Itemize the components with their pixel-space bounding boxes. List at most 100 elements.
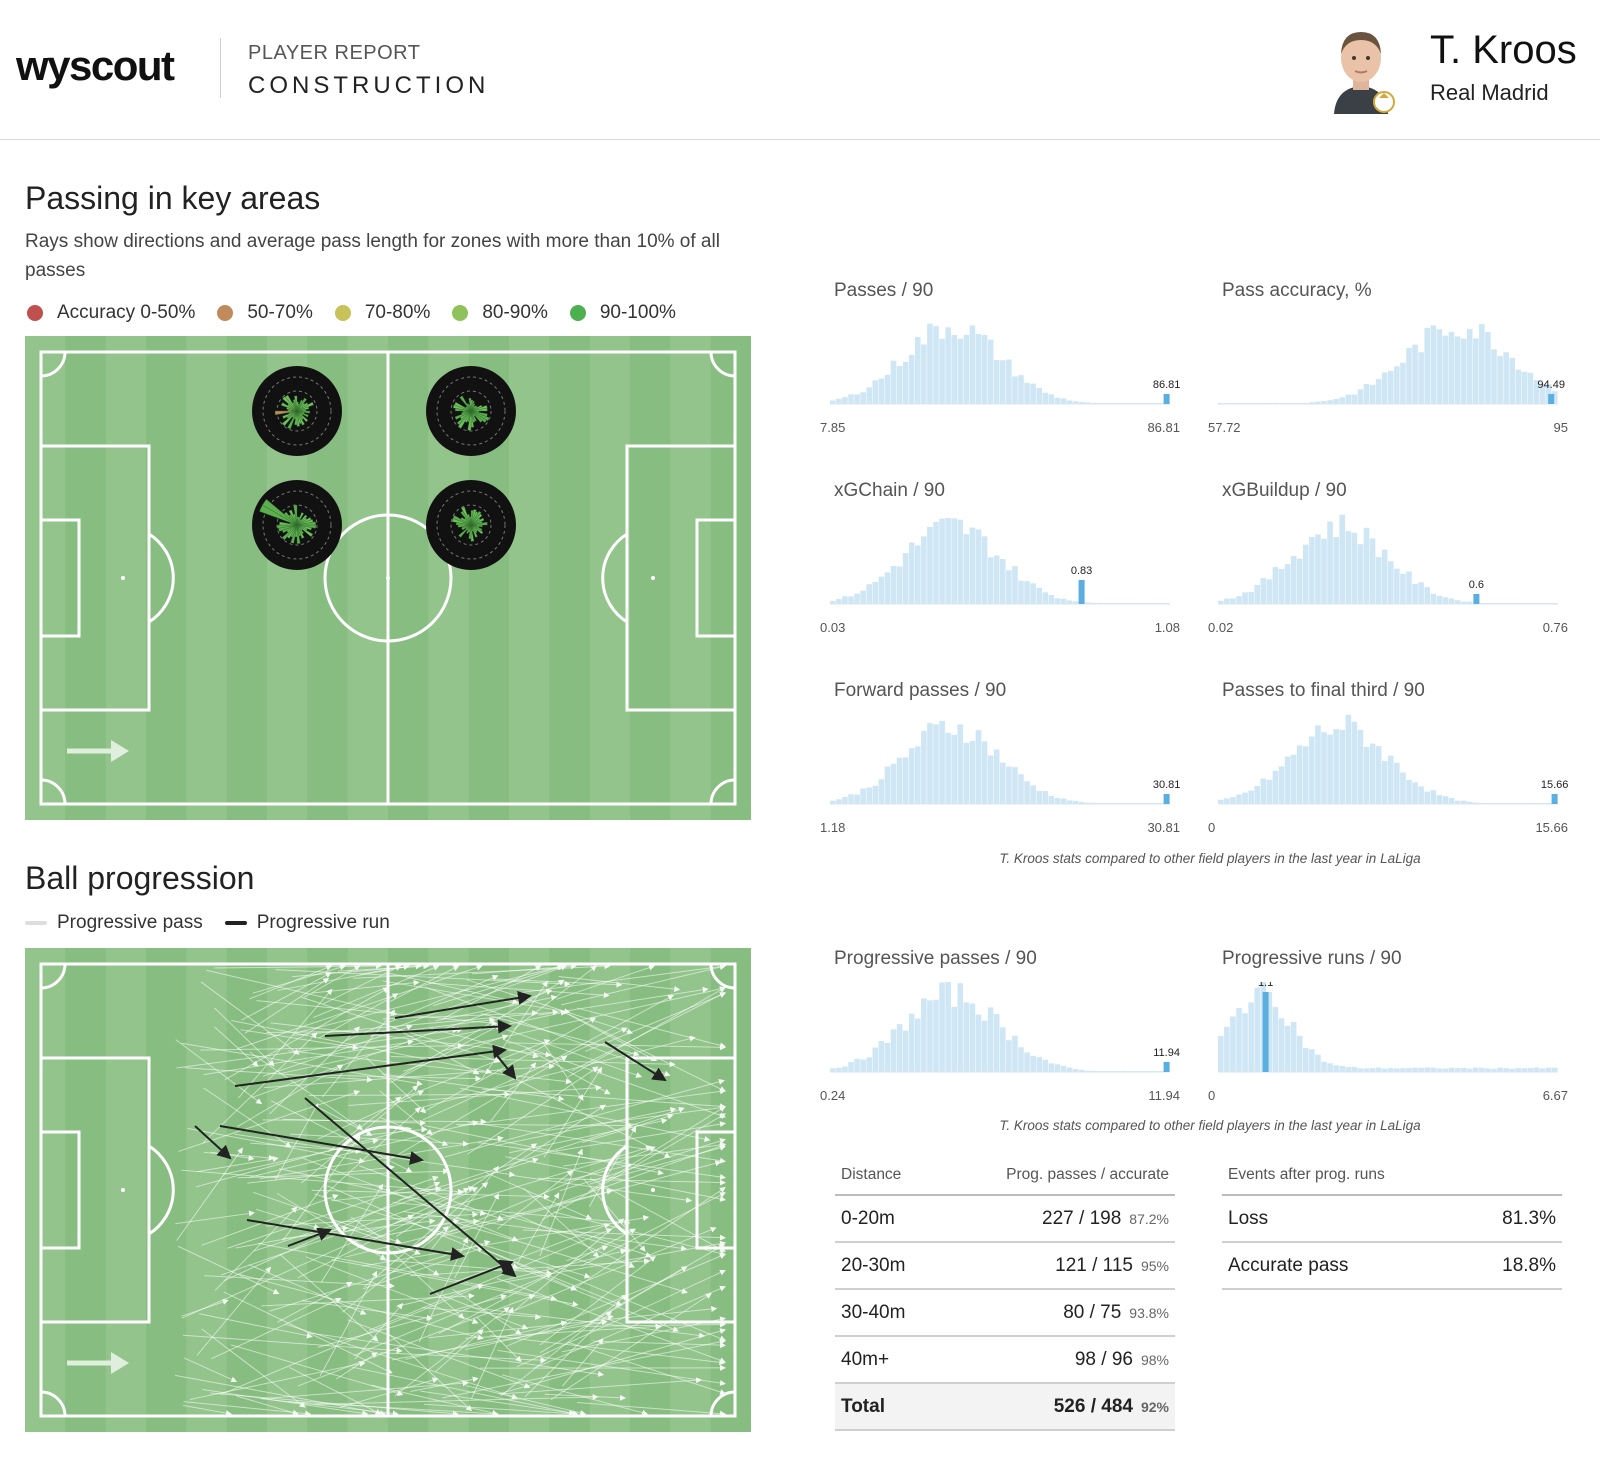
histogram-bar: [884, 766, 891, 804]
histogram-bar: [1424, 1067, 1430, 1072]
histogram-bar: [1418, 1067, 1424, 1072]
histogram-bar: [993, 1013, 1000, 1072]
histogram-bar: [896, 365, 903, 404]
histogram-bar: [1224, 798, 1230, 804]
histogram-chart: 86.81: [830, 323, 1180, 405]
histogram-max-label: 95: [1553, 420, 1568, 435]
histogram-max-label: 86.81: [1147, 420, 1180, 435]
histogram-bar: [993, 749, 1000, 804]
table-total-row: Total 526 / 484 92%: [835, 1383, 1175, 1431]
histogram-bar: [1509, 1068, 1515, 1072]
legend-label: 90-100%: [599, 302, 676, 323]
progressive-run-arrow: [429, 1259, 514, 1295]
histogram-bar: [1551, 1067, 1558, 1072]
player-marker-bar: [1163, 1062, 1170, 1072]
histogram-bar: [1309, 736, 1315, 804]
histogram-title: Progressive runs / 90: [1222, 948, 1402, 969]
histogram-bar: [1460, 800, 1467, 804]
event-label: Accurate pass: [1222, 1242, 1450, 1290]
histogram-bar: [1406, 571, 1412, 604]
histogram-bar: [1527, 1068, 1534, 1072]
histogram-bar: [1454, 336, 1461, 404]
histogram-bar: [1060, 798, 1067, 804]
histogram-bar: [957, 724, 964, 804]
histogram-title: Passes / 90: [834, 280, 934, 301]
histogram-bar: [1473, 1067, 1479, 1072]
histogram-bar: [1321, 732, 1327, 804]
histogram-bar: [878, 779, 885, 804]
histogram-bar: [1485, 1068, 1491, 1072]
histogram-bar: [987, 1007, 994, 1072]
progressive-pass-swatch: [25, 921, 47, 925]
histogram-bar: [1345, 714, 1352, 804]
histogram-bar: [872, 1047, 879, 1072]
histogram-bar: [1430, 790, 1437, 804]
table-header-row: Events after prog. runs: [1222, 1155, 1562, 1196]
histogram-bar: [1315, 1054, 1321, 1072]
report-header: wyscout PLAYER REPORT CONSTRUCTION T. Kr…: [0, 0, 1600, 140]
legend-label: Accuracy 0-50%: [57, 302, 196, 323]
passing-section-title: Passing in key areas: [25, 180, 321, 216]
histogram-bar: [915, 1018, 921, 1072]
histogram-bar: [951, 518, 957, 604]
distance-cell: Total: [835, 1383, 939, 1431]
histogram-bar: [1545, 1067, 1552, 1072]
passing-pitch: [25, 336, 751, 820]
pitch-lines: [39, 350, 737, 806]
progressive-passes-layer: [174, 963, 726, 1417]
histogram-max-label: 11.94: [1148, 1088, 1180, 1103]
histogram-bar: [1363, 1068, 1370, 1072]
legend-item: 90-100%: [569, 302, 676, 324]
histogram-bar: [1424, 791, 1430, 804]
player-value-label: 30.81: [1153, 779, 1180, 791]
column-header: Events after prog. runs: [1222, 1155, 1562, 1196]
histogram-bar: [951, 734, 957, 804]
legend-dot: [452, 305, 469, 321]
histogram-bar: [987, 339, 994, 404]
histogram-bar: [1339, 397, 1345, 404]
histogram-bar: [1339, 1065, 1345, 1072]
histogram-bar: [1278, 766, 1285, 804]
histogram-bar: [1060, 398, 1067, 404]
table-row: Accurate pass 18.8%: [1222, 1242, 1562, 1290]
histogram-min-label: 0.03: [820, 620, 846, 635]
histogram-bar: [1254, 584, 1260, 604]
histogram-bar: [1085, 802, 1091, 804]
histogram-title: Forward passes / 90: [834, 680, 1007, 701]
histogram-bar: [1339, 514, 1345, 604]
histogram-bar: [957, 338, 964, 404]
histogram-bar: [878, 378, 885, 404]
histogram-bar: [1381, 1068, 1388, 1072]
histogram-bar: [842, 797, 848, 804]
histogram-bar: [1278, 568, 1285, 604]
histogram-bar: [1479, 802, 1485, 804]
histogram-bar: [1048, 795, 1055, 804]
progressive-run-arrow: [324, 1019, 512, 1037]
player-marker-bar: [1548, 394, 1555, 404]
histogram-bar: [1394, 1068, 1400, 1072]
histogram-bar: [1218, 600, 1224, 604]
histogram-bar: [1357, 730, 1364, 804]
histogram-bar: [1085, 402, 1091, 404]
histogram-bar: [1509, 357, 1515, 404]
histogram-bar: [915, 337, 921, 404]
table-row: 20-30m 121 / 115 95%: [835, 1242, 1175, 1290]
histogram-bar: [1388, 370, 1394, 404]
histogram-bar: [1497, 1067, 1503, 1072]
histogram-bar: [1412, 1067, 1418, 1072]
histogram-bar: [1315, 401, 1321, 404]
histogram-bar: [981, 536, 988, 604]
value-cell: 98 / 96 98%: [938, 1336, 1175, 1384]
histogram-bar: [902, 757, 909, 804]
histogram-bar: [1503, 1068, 1509, 1072]
histogram-bar: [1363, 527, 1370, 604]
histogram-title: Progressive passes / 90: [834, 948, 1037, 969]
histogram-bar: [1309, 537, 1315, 604]
histogram-bar: [902, 1030, 909, 1072]
pass-zone-radar: [426, 366, 516, 456]
histogram-bar: [854, 1058, 860, 1072]
histogram-bar: [1066, 400, 1073, 404]
histogram-bar: [1054, 598, 1061, 604]
histogram-bar: [1375, 1067, 1382, 1072]
progressive-run-arrow: [234, 1044, 507, 1087]
